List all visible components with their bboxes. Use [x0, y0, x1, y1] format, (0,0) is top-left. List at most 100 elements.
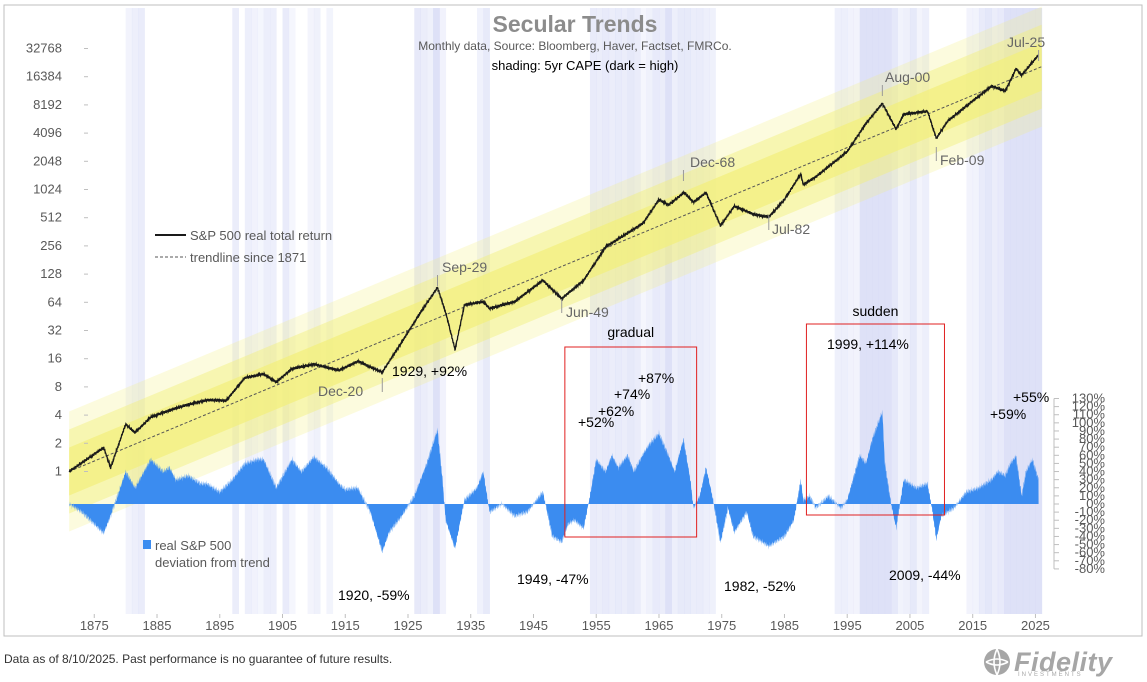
cape-shade-year — [615, 8, 622, 614]
cape-shade-year — [997, 8, 1005, 614]
y-right-tick-label: 130% — [1072, 391, 1106, 406]
peak-label: Sep-29 — [442, 259, 487, 275]
cape-shade-year — [640, 8, 647, 614]
cape-shade-year — [288, 8, 296, 614]
cape-shade-year — [966, 8, 974, 614]
y-right-tick-label: -30% — [1075, 520, 1106, 535]
deviation-label: +59% — [990, 406, 1026, 422]
trendline — [68, 66, 1042, 472]
cape-shade-year — [834, 8, 842, 614]
cape-shade-year — [232, 8, 239, 614]
trough-label: Feb-09 — [940, 152, 985, 168]
lines — [68, 54, 1042, 473]
y-left-tick-label: 1024 — [33, 182, 62, 197]
y-right-tick-label: 10% — [1079, 488, 1105, 503]
y-left-tick-label: 32 — [48, 323, 62, 338]
chart-title: Secular Trends — [493, 11, 658, 37]
y-right-tick-label: 60% — [1079, 447, 1105, 462]
y-right-tick-label: 120% — [1072, 399, 1106, 414]
cape-shade-year — [596, 8, 603, 614]
cape-shade-year — [878, 8, 886, 614]
cape-shade-year — [897, 8, 905, 614]
fidelity-logo: Fidelity — [982, 645, 1113, 679]
axes: 1875 1885 1895 1905 1915 1925 1935 1945 1955 1965… — [26, 41, 1106, 634]
y-right-tick-label: -50% — [1075, 537, 1106, 552]
cape-shade-year — [1029, 8, 1036, 614]
sp500-real-total-return-line — [68, 54, 1039, 473]
cape-shade-year — [859, 8, 867, 614]
y-left-tick-label: 8192 — [33, 97, 62, 112]
cape-shade-year — [991, 8, 999, 614]
y-right-tick-label: 70% — [1079, 439, 1105, 454]
cape-shade-year — [684, 8, 691, 614]
y-left-tick-label: 128 — [40, 266, 62, 281]
y-left-tick-label: 1 — [55, 464, 62, 479]
cape-shade-year — [847, 8, 854, 614]
x-tick-label: 2005 — [895, 618, 924, 633]
logo-wordmark: Fidelity — [1014, 646, 1113, 677]
peak-label: Dec-68 — [690, 154, 735, 170]
logo-subtext: INVESTMENTS — [1018, 672, 1083, 678]
y-left-tick-label: 32768 — [26, 41, 62, 56]
x-tick-label: 1925 — [394, 618, 423, 633]
trough-label: Jun-49 — [566, 304, 609, 320]
chart: 1875 1885 1895 1905 1915 1925 1935 1945 1955 1965… — [3, 4, 1143, 637]
y-right-tick-label: 90% — [1079, 423, 1105, 438]
cape-shade-year — [658, 8, 666, 614]
cape-shade-year — [1010, 8, 1018, 614]
x-tick-label: 1945 — [519, 618, 548, 633]
cape-shade-year — [985, 8, 992, 614]
cape-shade-year — [589, 8, 597, 614]
y-right-tick-label: 100% — [1072, 415, 1106, 430]
x-tick-label: 1905 — [268, 618, 297, 633]
legend: S&P 500 real total return trendline sinc… — [143, 228, 332, 570]
x-tick-label: 1935 — [456, 618, 485, 633]
cape-shade-year — [326, 8, 334, 614]
y-left-tick-label: 64 — [48, 294, 62, 309]
cape-shade-year — [922, 8, 930, 614]
x-tick-label: 2015 — [958, 618, 987, 633]
annotation-box — [564, 346, 698, 538]
deviation-label: 1920, -59% — [338, 587, 410, 603]
x-tick-label: 1955 — [582, 618, 611, 633]
cape-shade-year — [690, 8, 698, 614]
legend-label-line: S&P 500 real total return — [190, 228, 332, 243]
deviation-label: +74% — [614, 386, 650, 402]
cape-shade-year — [665, 8, 672, 614]
trough-label: Jul-82 — [772, 221, 810, 237]
cape-shade-year — [709, 8, 716, 614]
deviation-label: +62% — [598, 403, 634, 419]
deviation-label: 1929, +92% — [392, 363, 467, 379]
cape-shade-year — [307, 8, 315, 614]
y-left-tick-label: 256 — [40, 238, 62, 253]
cape-shade-year — [1004, 8, 1011, 614]
deviation-label: +52% — [578, 414, 614, 430]
x-tick-label: 1985 — [770, 618, 799, 633]
y-right-tick-label: -10% — [1075, 504, 1106, 519]
deviation-label: 1999, +114% — [827, 336, 909, 352]
legend-area-swatch — [143, 540, 151, 549]
y-right-tick-label: -40% — [1075, 528, 1106, 543]
cape-shade-year — [853, 8, 861, 614]
box-label: gradual — [607, 324, 654, 340]
cape-shade-year — [840, 8, 848, 614]
y-right-tick-label: -80% — [1075, 561, 1106, 576]
y-left-tick-label: 16384 — [26, 69, 62, 84]
y-right-tick-label: 0% — [1086, 496, 1105, 511]
x-tick-label: 1965 — [645, 618, 674, 633]
cape-shade-year — [872, 8, 879, 614]
cape-shade-year — [866, 8, 873, 614]
cape-shade-year — [608, 8, 616, 614]
deviation-area — [69, 409, 1039, 554]
cape-shade-year — [1022, 8, 1030, 614]
cape-shade-year — [138, 8, 145, 614]
y-left-tick-label: 8 — [55, 379, 62, 394]
cape-shade-year — [916, 8, 923, 614]
y-right-tick-label: 30% — [1079, 472, 1105, 487]
x-tick-label: 1895 — [205, 618, 234, 633]
cape-shade-year — [257, 8, 265, 614]
y-left-tick-label: 16 — [48, 351, 62, 366]
y-right-tick-label: -20% — [1075, 512, 1106, 527]
y-left-tick-label: 4 — [55, 407, 62, 422]
annotation-boxes: gradual sudden — [564, 303, 945, 538]
